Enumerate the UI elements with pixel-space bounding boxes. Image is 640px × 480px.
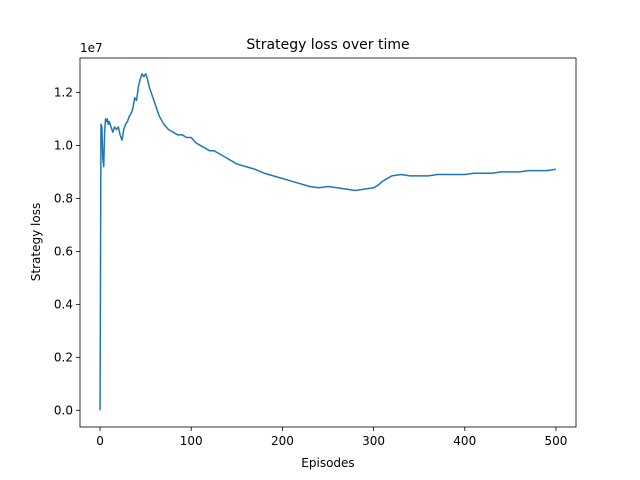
x-axis-label: Episodes [301, 456, 354, 470]
y-tick-label: 0.4 [54, 297, 73, 311]
x-tick-label: 200 [271, 434, 294, 448]
y-offset-label: 1e7 [80, 41, 103, 55]
y-tick-label: 0.8 [54, 191, 73, 205]
y-axis: 0.0 0.2 0.4 0.6 0.8 1.0 1.2 [54, 85, 80, 417]
plot-area [99, 73, 557, 411]
x-tick-label: 300 [362, 434, 385, 448]
y-tick-label: 0.0 [54, 403, 73, 417]
x-tick-label: 500 [544, 434, 567, 448]
x-axis: 0 100 200 300 400 500 [96, 427, 567, 448]
chart-title: Strategy loss over time [246, 37, 409, 53]
x-tick-label: 400 [453, 434, 476, 448]
y-tick-label: 0.6 [54, 244, 73, 258]
y-tick-label: 1.0 [54, 138, 73, 152]
y-axis-label: Strategy loss [29, 203, 43, 281]
x-tick-label: 100 [180, 434, 203, 448]
y-tick-label: 0.2 [54, 350, 73, 364]
x-tick-label: 0 [96, 434, 104, 448]
y-tick-label: 1.2 [54, 85, 73, 99]
axes-frame [79, 57, 577, 428]
series-line-0 [99, 73, 557, 411]
